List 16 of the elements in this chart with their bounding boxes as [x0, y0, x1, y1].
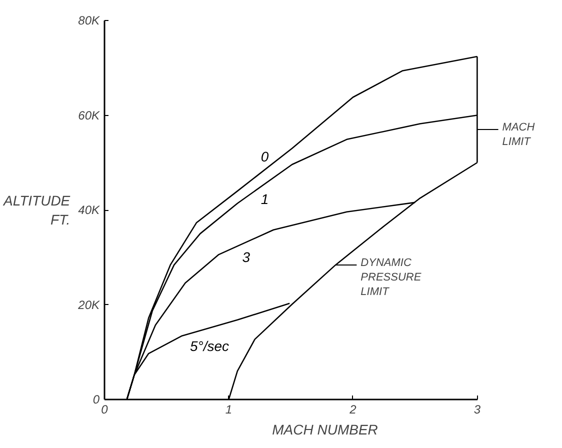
series-label: 0 [260, 148, 269, 165]
series-label: 1 [260, 190, 269, 207]
y-tick-label: 20K [77, 298, 100, 312]
annotation: MACH LIMIT [502, 121, 535, 148]
y-tick-label: 40K [78, 203, 100, 217]
series-label: 5°/sec [190, 338, 230, 354]
y-axis-title: ALTITUDE FT. [2, 192, 71, 228]
y-tick-label: 80K [78, 14, 100, 28]
x-tick-label: 3 [474, 402, 481, 416]
y-tick-label: 0 [92, 392, 100, 406]
annotation: DYNAMIC PRESSURE LIMIT [360, 256, 422, 298]
y-tick-label: 60K [78, 108, 100, 122]
series-label: 3 [242, 249, 250, 266]
x-tick-label: 2 [348, 402, 357, 416]
x-tick-label: 1 [225, 402, 232, 416]
x-axis-title: MACH NUMBER [272, 422, 378, 438]
